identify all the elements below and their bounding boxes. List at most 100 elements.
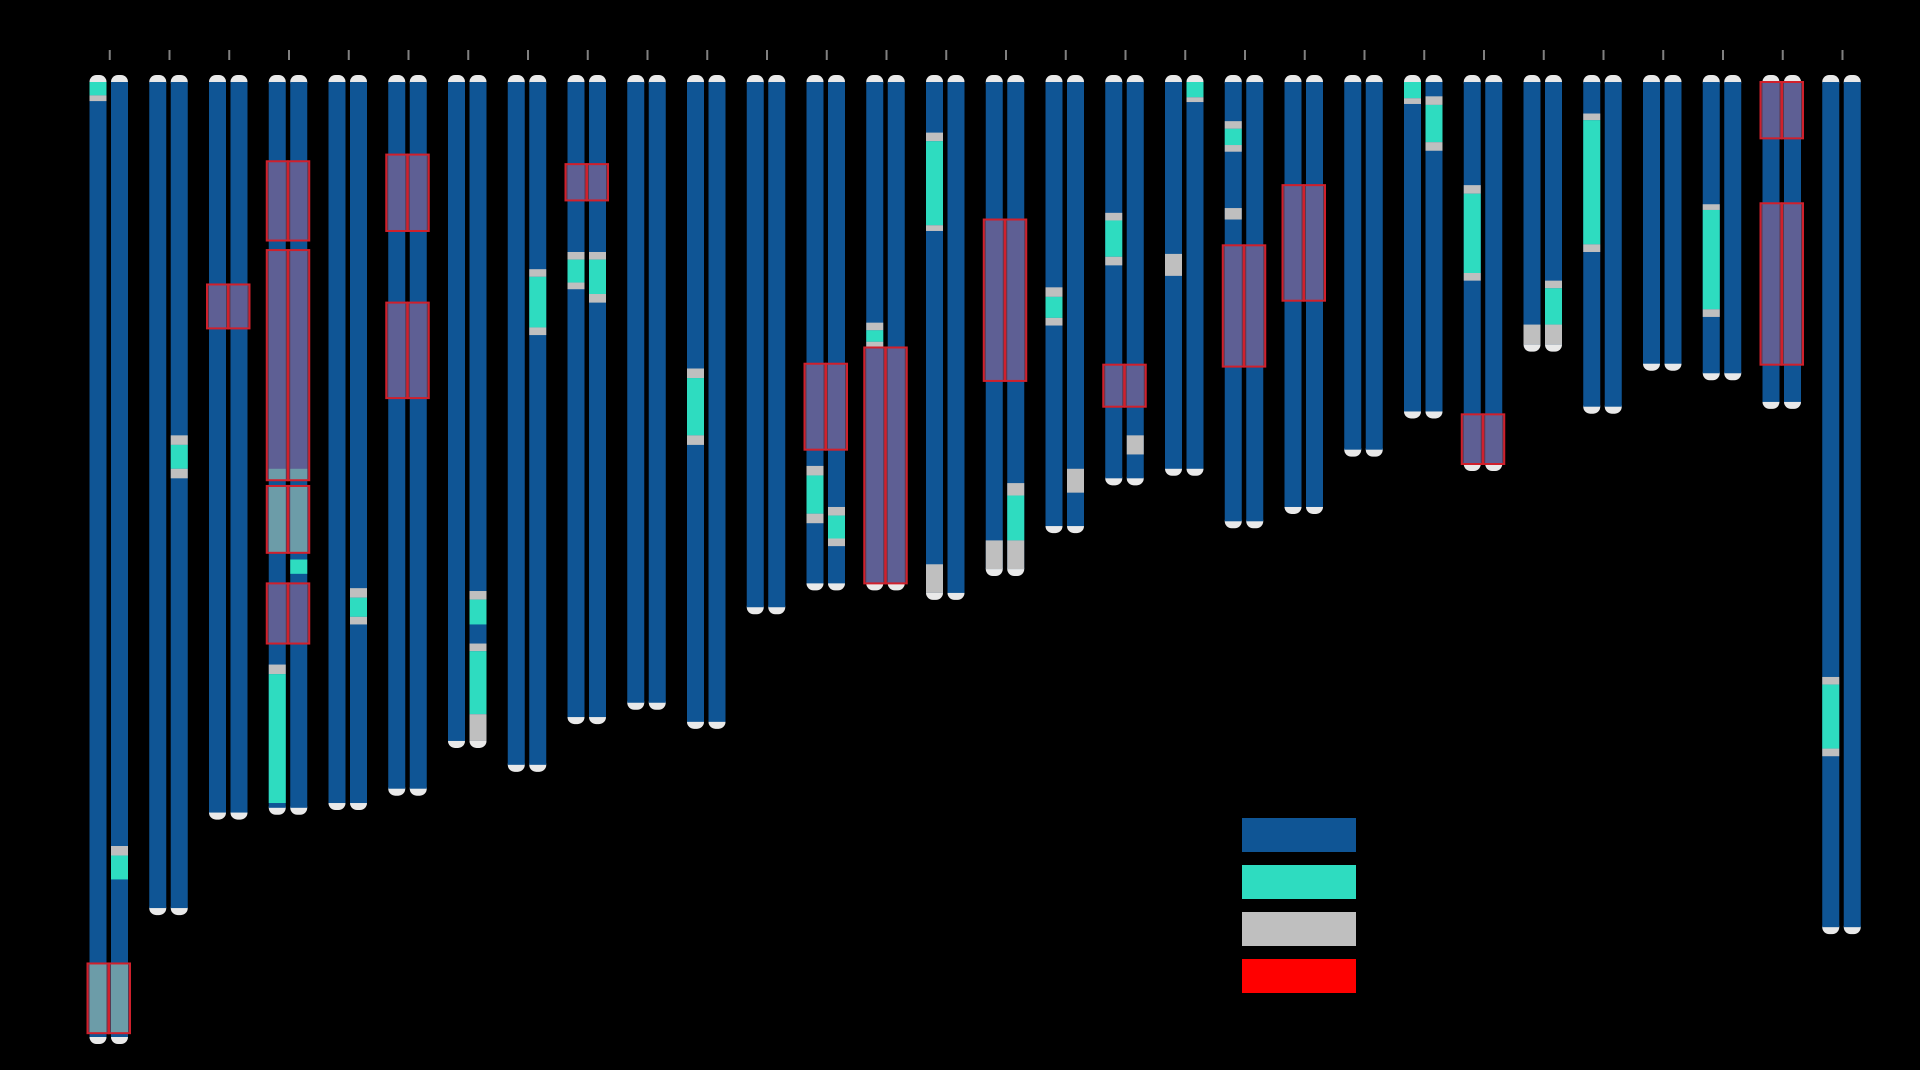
segment-teal xyxy=(1007,495,1025,541)
segment-grey xyxy=(1583,113,1601,121)
chromosome-left-haplotype xyxy=(328,82,346,804)
segment-grey xyxy=(589,251,606,260)
chromosome-right-haplotype xyxy=(828,82,845,584)
segment-grey xyxy=(1186,97,1204,103)
segment-grey xyxy=(567,282,585,290)
segment-teal xyxy=(1822,684,1840,749)
segment-grey xyxy=(268,664,286,675)
highlight-box-right xyxy=(1243,244,1267,368)
segment-grey xyxy=(1822,748,1840,757)
chromosome-left-haplotype xyxy=(1344,82,1362,450)
segment-grey xyxy=(1105,212,1123,221)
segment-grey xyxy=(687,435,704,445)
highlight-box-right xyxy=(1123,363,1147,408)
highlight-box-left xyxy=(564,163,588,202)
segment-grey xyxy=(1126,435,1144,455)
legend-swatch-red xyxy=(1242,959,1356,993)
highlight-box-left xyxy=(206,283,229,330)
highlight-box-right xyxy=(1781,202,1804,366)
segment-grey xyxy=(170,435,188,445)
segment-grey xyxy=(567,251,585,260)
segment-teal xyxy=(290,559,308,574)
segment-grey xyxy=(828,506,845,516)
segment-teal xyxy=(1425,104,1443,143)
segment-grey xyxy=(350,616,367,625)
segment-grey xyxy=(926,225,943,231)
highlight-box-left xyxy=(265,249,289,482)
segment-grey xyxy=(687,368,704,379)
chromosome-right-haplotype xyxy=(1186,82,1204,469)
segment-grey xyxy=(529,327,547,336)
segment-grey xyxy=(111,846,128,856)
chromosome-left-haplotype xyxy=(1643,82,1660,364)
segment-grey xyxy=(589,294,606,303)
highlight-box-right xyxy=(406,153,430,232)
segment-grey xyxy=(1045,317,1063,326)
highlight-box-left xyxy=(1281,184,1305,302)
segment-teal xyxy=(926,141,943,226)
chromosome-right-haplotype xyxy=(1485,82,1503,464)
chromosome-right-haplotype xyxy=(947,82,965,593)
chromosome-right-haplotype xyxy=(350,82,367,804)
segment-grey xyxy=(926,564,943,593)
segment-grey xyxy=(170,468,188,479)
segment-grey xyxy=(866,322,884,331)
segment-grey xyxy=(926,132,943,142)
chromosome-left-haplotype xyxy=(806,82,824,584)
highlight-box-right xyxy=(884,346,908,585)
highlight-box-left xyxy=(385,301,409,400)
highlight-box-right xyxy=(1303,184,1326,302)
legend-item-base xyxy=(1242,818,1366,852)
highlight-box-left xyxy=(1102,363,1126,408)
chromosome-left-haplotype xyxy=(627,82,645,703)
highlight-box-right xyxy=(227,283,251,330)
chromosome-left-haplotype xyxy=(1822,82,1840,928)
chromosome-left-haplotype xyxy=(567,82,585,718)
chromosome-right-haplotype xyxy=(1664,82,1682,364)
segment-teal xyxy=(589,259,606,295)
highlight-box-right xyxy=(1482,413,1506,465)
segment-teal xyxy=(1702,209,1720,310)
segment-grey xyxy=(1702,204,1720,210)
highlight-box-left xyxy=(265,484,289,554)
chromosome-left-haplotype xyxy=(1404,82,1421,412)
segment-grey xyxy=(1224,208,1242,220)
segment-grey xyxy=(1425,96,1443,105)
highlight-box-right xyxy=(406,301,430,400)
legend-item-teal xyxy=(1242,865,1366,899)
segment-teal xyxy=(567,259,585,283)
segment-grey xyxy=(1404,98,1421,104)
chromosome-right-haplotype xyxy=(589,82,606,718)
segment-teal xyxy=(89,82,107,96)
legend-swatch-base xyxy=(1242,818,1356,852)
segment-grey xyxy=(806,465,824,476)
highlight-box-right xyxy=(287,484,311,554)
segment-grey xyxy=(1224,145,1242,152)
highlight-box-left xyxy=(982,218,1006,382)
segment-grey xyxy=(1545,324,1562,345)
chromosome-right-haplotype xyxy=(469,82,487,741)
segment-teal xyxy=(687,378,704,436)
legend-swatch-teal xyxy=(1242,865,1356,899)
highlight-box-right xyxy=(287,160,311,242)
chromosome-right-haplotype xyxy=(1604,82,1622,407)
highlight-box-left xyxy=(385,153,409,232)
chromosome-right-haplotype xyxy=(1425,82,1443,412)
segment-grey xyxy=(1425,142,1443,151)
highlight-box-left xyxy=(265,582,289,645)
segment-teal xyxy=(1545,288,1562,325)
legend-swatch-grey xyxy=(1242,912,1356,946)
segment-grey xyxy=(1463,273,1481,281)
chromosome-right-haplotype xyxy=(768,82,786,608)
highlight-box-left xyxy=(1759,202,1783,366)
segment-grey xyxy=(1007,540,1025,570)
segment-teal xyxy=(111,855,128,880)
highlight-box-right xyxy=(586,163,609,202)
chromosome-left-haplotype xyxy=(209,82,226,813)
segment-grey xyxy=(469,591,487,600)
chromosome-right-haplotype xyxy=(1067,82,1084,527)
chromosome-left-haplotype xyxy=(89,82,107,1037)
legend-item-red xyxy=(1242,959,1366,993)
segment-teal xyxy=(1105,220,1123,257)
chromosome-right-haplotype xyxy=(1545,82,1562,345)
